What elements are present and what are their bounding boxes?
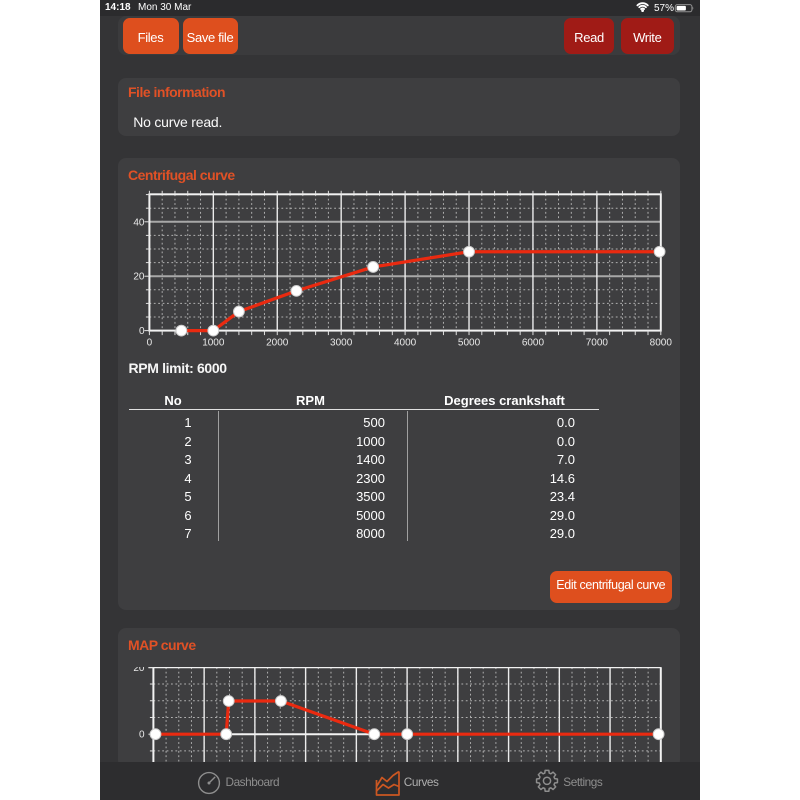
svg-text:0: 0 — [139, 729, 145, 740]
svg-text:1000: 1000 — [202, 338, 225, 349]
svg-text:5000: 5000 — [458, 338, 481, 349]
svg-text:7000: 7000 — [586, 338, 609, 349]
svg-text:4000: 4000 — [394, 338, 417, 349]
svg-text:8000: 8000 — [650, 338, 673, 349]
svg-text:20: 20 — [133, 272, 145, 283]
svg-text:40: 40 — [133, 217, 145, 228]
svg-text:2000: 2000 — [266, 338, 289, 349]
svg-text:0: 0 — [139, 326, 145, 337]
svg-text:6000: 6000 — [522, 338, 545, 349]
svg-text:20: 20 — [133, 667, 145, 674]
svg-text:0: 0 — [147, 338, 153, 349]
svg-text:3000: 3000 — [330, 338, 353, 349]
